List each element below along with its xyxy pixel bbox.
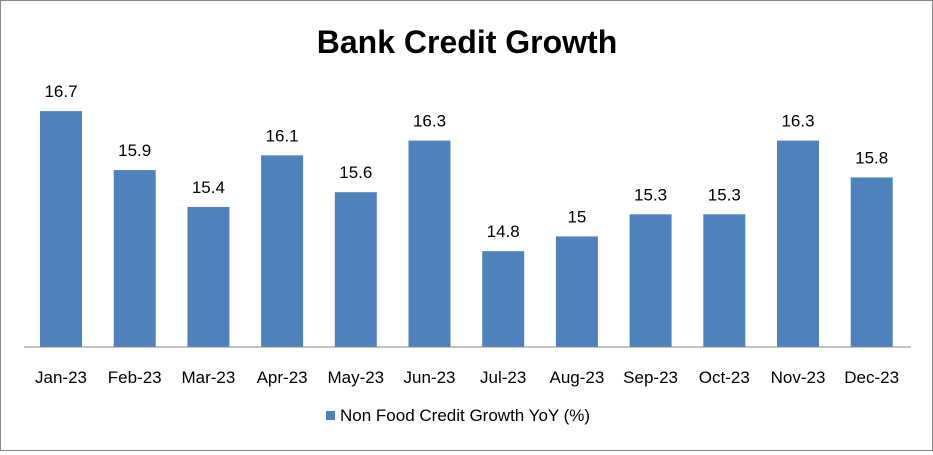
data-label: 16.3 [781, 112, 814, 131]
bars-group: 16.7 Jan-23 15.9 Feb-23 15.4 Mar-23 16.1 Apr-23… [35, 82, 899, 387]
bar-jan-23 [40, 111, 82, 347]
data-label: 16.1 [266, 126, 299, 145]
x-tick-label: Apr-23 [257, 368, 308, 387]
data-label: 15.9 [118, 141, 151, 160]
x-tick-label: Mar-23 [181, 368, 235, 387]
bar-dec-23 [850, 177, 893, 347]
bar-oct-23 [703, 214, 746, 347]
x-tick-label: Nov-23 [771, 368, 826, 387]
data-label: 16.3 [413, 112, 446, 131]
legend-swatch [326, 411, 335, 420]
x-tick-label: Oct-23 [699, 368, 750, 387]
x-tick-label: Jul-23 [480, 368, 526, 387]
x-tick-label: Aug-23 [549, 368, 604, 387]
data-label: 15.3 [634, 185, 667, 204]
data-label: 15.6 [339, 163, 372, 182]
chart-title: Bank Credit Growth [317, 24, 617, 60]
x-tick-label: May-23 [327, 368, 384, 387]
bar-mar-23 [187, 206, 230, 347]
data-label: 15.3 [708, 185, 741, 204]
bar-nov-23 [777, 140, 819, 347]
data-label: 15.4 [192, 178, 225, 197]
legend-label: Non Food Credit Growth YoY (%) [340, 406, 590, 425]
bar-jun-23 [408, 140, 451, 347]
x-tick-label: Jun-23 [404, 368, 456, 387]
legend: Non Food Credit Growth YoY (%) [326, 406, 590, 425]
data-label: 14.8 [487, 222, 520, 241]
data-label: 15.8 [855, 148, 888, 167]
data-label: 16.7 [44, 82, 77, 101]
bar-aug-23 [555, 236, 598, 347]
x-tick-label: Sep-23 [623, 368, 678, 387]
bar-may-23 [334, 192, 377, 347]
bar-sep-23 [629, 214, 672, 347]
bar-apr-23 [261, 155, 304, 347]
bar-jul-23 [482, 251, 525, 347]
data-label: 15 [567, 207, 586, 226]
bar-feb-23 [113, 170, 156, 347]
x-tick-label: Feb-23 [108, 368, 162, 387]
x-tick-label: Dec-23 [844, 368, 899, 387]
x-tick-label: Jan-23 [35, 368, 87, 387]
